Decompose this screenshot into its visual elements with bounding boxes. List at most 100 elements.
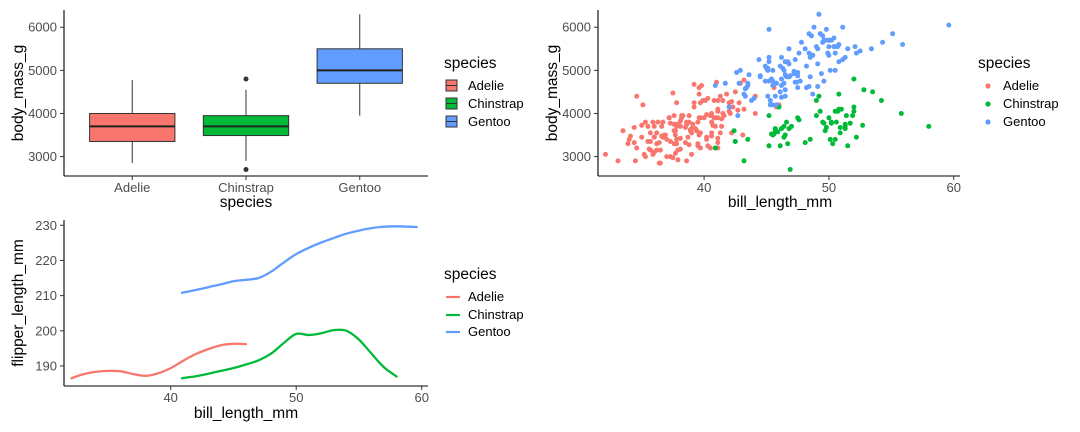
scatter-point-chinstrap: [766, 113, 772, 119]
scatter-point-chinstrap: [851, 76, 857, 82]
scatter-y-tick-label: 5000: [562, 63, 591, 78]
scatter-point-gentoo: [735, 113, 741, 119]
scatter-point-adelie: [631, 125, 637, 130]
scatter-point-adelie: [711, 115, 717, 121]
scatter-point-chinstrap: [784, 119, 789, 125]
scatter-point-chinstrap: [781, 134, 787, 140]
scatter-point-adelie: [719, 116, 725, 122]
scatter-point-adelie: [705, 95, 711, 101]
scatter-point-adelie: [677, 118, 683, 124]
scatter-point-adelie: [674, 136, 680, 142]
smooth-panel: 190 200 210 220 230 40 50 60 bill_length_mm fli…: [10, 218, 524, 422]
boxplot-legend-label-adelie: Adelie: [468, 78, 504, 93]
scatter-point-adelie: [655, 119, 661, 125]
scatter-point-chinstrap: [766, 143, 772, 149]
scatter-point-chinstrap: [771, 131, 777, 137]
scatter-point-chinstrap: [787, 167, 793, 172]
scatter-point-adelie: [671, 113, 677, 119]
scatter-point-chinstrap: [853, 134, 859, 140]
scatter-y-tick-label: 3000: [562, 149, 591, 164]
scatter-point-adelie: [715, 106, 721, 112]
scatter-point-gentoo: [804, 63, 809, 69]
scatter-point-adelie: [664, 136, 670, 142]
scatter-point-adelie: [654, 130, 660, 136]
scatter-point-adelie: [603, 151, 608, 157]
boxplot-y-tick-label: 6000: [28, 20, 57, 35]
scatter-point-gentoo: [777, 63, 783, 69]
scatter-point-adelie: [704, 136, 710, 142]
smooth-axes: 190 200 210 220 230 40 50 60: [35, 218, 429, 405]
scatter-point-chinstrap: [732, 139, 738, 144]
scatter-point-gentoo: [815, 46, 821, 52]
scatter-point-gentoo: [764, 65, 769, 71]
boxplot-legend-key-chinstrap: [445, 97, 458, 110]
scatter-point-gentoo: [766, 78, 772, 84]
scatter-point-adelie: [740, 132, 746, 138]
scatter-point-chinstrap: [832, 136, 838, 142]
scatter-point-adelie: [715, 98, 721, 103]
scatter-point-gentoo: [767, 102, 773, 108]
scatter-point-adelie: [689, 126, 695, 132]
scatter-point-adelie: [631, 140, 637, 146]
scatter-point-adelie: [642, 154, 648, 160]
scatter-point-gentoo: [781, 80, 787, 86]
scatter-point-adelie: [697, 145, 703, 151]
scatter-point-adelie: [676, 122, 682, 128]
scatter-point-gentoo: [831, 35, 837, 41]
scatter-point-gentoo: [756, 57, 762, 63]
scatter-point-chinstrap: [836, 91, 842, 97]
scatter-point-gentoo: [767, 98, 773, 103]
scatter-point-gentoo: [852, 44, 858, 50]
scatter-point-gentoo: [779, 94, 784, 100]
scatter-point-gentoo: [791, 71, 797, 77]
scatter-point-gentoo: [770, 78, 776, 84]
scatter-point-adelie: [696, 115, 702, 121]
smooth-y-axis-title: flipper_length_mm: [10, 239, 27, 367]
scatter-point-adelie: [696, 85, 702, 91]
scatter-point-chinstrap: [779, 126, 784, 132]
scatter-point-adelie: [650, 151, 656, 157]
scatter-point-adelie: [674, 100, 680, 106]
scatter-point-adelie: [645, 123, 651, 129]
scatter-legend-label-gentoo: Gentoo: [1003, 114, 1046, 129]
scatter-point-chinstrap: [851, 104, 857, 110]
scatter-point-chinstrap: [826, 115, 832, 121]
scatter-point-gentoo: [807, 54, 813, 60]
scatter-point-gentoo: [802, 46, 808, 52]
scatter-point-gentoo: [792, 57, 798, 63]
scatter-point-chinstrap: [712, 145, 718, 151]
scatter-point-chinstrap: [870, 89, 876, 95]
scatter-point-adelie: [677, 135, 683, 141]
scatter-point-adelie: [659, 133, 665, 139]
smooth-marks: [70, 225, 418, 380]
scatter-point-adelie: [675, 157, 681, 163]
scatter-point-gentoo: [782, 72, 788, 78]
boxplot-y-axis-title: body_mass_g: [10, 45, 27, 142]
scatter-point-gentoo: [818, 71, 824, 77]
scatter-legend-key-chinstrap: [985, 101, 991, 107]
scatter-point-chinstrap: [842, 123, 848, 129]
smooth-legend-title: species: [444, 266, 497, 283]
scatter-y-axis-title: body_mass_g: [544, 45, 561, 142]
boxplot-y-tick-label: 3000: [28, 149, 57, 164]
boxplot-axes: 3000 4000 5000 6000 Adelie Chinstrap Gentoo: [28, 10, 428, 195]
scatter-point-chinstrap: [741, 158, 747, 164]
smooth-x-tick-label: 50: [289, 390, 303, 405]
scatter-point-chinstrap: [816, 93, 822, 99]
scatter-point-adelie: [700, 98, 706, 103]
scatter-point-adelie: [719, 123, 725, 129]
scatter-point-gentoo: [782, 87, 788, 93]
scatter-point-adelie: [741, 77, 747, 83]
scatter-point-adelie: [730, 104, 736, 110]
scatter-point-adelie: [671, 141, 677, 147]
scatter-point-adelie: [620, 128, 626, 134]
scatter-point-adelie: [640, 102, 646, 108]
scatter-point-adelie: [686, 142, 692, 148]
scatter-point-chinstrap: [878, 98, 884, 103]
scatter-point-adelie: [651, 123, 657, 129]
scatter-x-tick-label: 50: [822, 180, 836, 195]
scatter-point-adelie: [741, 106, 747, 112]
scatter-point-adelie: [671, 128, 677, 134]
scatter-point-gentoo: [806, 84, 812, 89]
scatter-point-adelie: [709, 111, 715, 116]
